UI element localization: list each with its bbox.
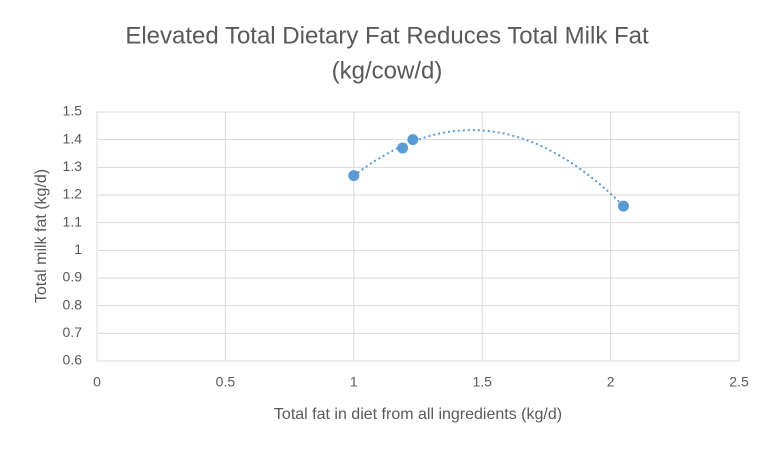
y-tick-label: 1 <box>74 241 82 257</box>
chart-title: (kg/cow/d) <box>332 57 443 84</box>
y-tick-label: 1.2 <box>63 186 83 202</box>
point <box>397 142 409 154</box>
y-tick-label: 0.9 <box>63 269 83 285</box>
y-tick-label: 0.6 <box>63 352 83 368</box>
y-tick-label: 1.4 <box>63 130 83 146</box>
x-tick-label: 2.5 <box>729 374 749 390</box>
x-tick-label: 1 <box>350 374 358 390</box>
point <box>617 200 629 212</box>
y-tick-label: 1.3 <box>63 158 83 174</box>
y-tick-label: 1.1 <box>63 213 83 229</box>
x-tick-label: 0.5 <box>216 374 236 390</box>
point <box>348 170 360 182</box>
y-tick-label: 0.8 <box>63 296 83 312</box>
x-tick-label: 2 <box>607 374 615 390</box>
y-axis-title: Total milk fat (kg/d) <box>33 169 50 303</box>
y-tick-label: 1.5 <box>63 103 83 119</box>
trendline <box>353 129 625 207</box>
x-tick-label: 1.5 <box>472 374 492 390</box>
y-tick-label: 0.7 <box>63 324 83 340</box>
point <box>407 134 419 146</box>
x-tick-label: 0 <box>93 374 101 390</box>
chart-title: Elevated Total Dietary Fat Reduces Total… <box>125 22 649 49</box>
x-axis-title: Total fat in diet from all ingredients (… <box>274 406 562 423</box>
